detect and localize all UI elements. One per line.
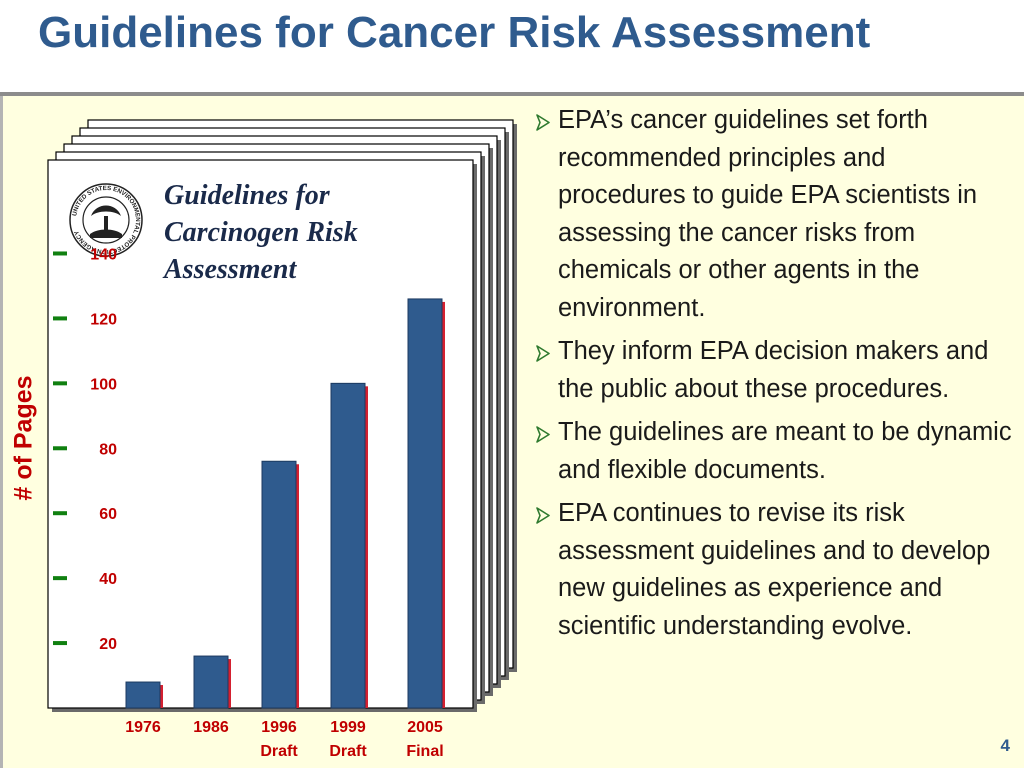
bar-rect (261, 460, 297, 709)
arrow-bullet-icon (536, 114, 550, 131)
bar (407, 298, 445, 709)
y-tick-label: 100 (90, 376, 117, 393)
bullet-item: They inform EPA decision makers and the … (535, 333, 1019, 408)
cover-title: Guidelines for Carcinogen Risk Assessment (162, 180, 358, 285)
cover-title-line: Carcinogen Risk (164, 217, 358, 248)
bullet-text: They inform EPA decision makers and the … (558, 337, 989, 403)
bullet-item: The guidelines are meant to be dynamic a… (535, 414, 1019, 489)
bar-rect (125, 681, 161, 709)
bar (330, 382, 368, 709)
bullet-item: EPA’s cancer guidelines set forth recomm… (535, 102, 1019, 327)
x-tick-label: 2005 (407, 719, 443, 736)
cover-title-line: Assessment (162, 254, 297, 285)
y-tick (53, 381, 67, 386)
y-tick-label: 120 (90, 311, 117, 328)
slide-title: Guidelines for Cancer Risk Assessment (38, 8, 871, 57)
cover-title-line: Guidelines for (164, 180, 331, 211)
y-tick (53, 251, 67, 256)
bullet-item: EPA continues to revise its risk assessm… (535, 495, 1019, 645)
y-tick-label: 20 (99, 636, 117, 653)
x-tick-label: Draft (260, 743, 298, 760)
y-tick (53, 576, 67, 581)
y-tick-label: 40 (99, 571, 117, 588)
y-tick-label: 60 (99, 506, 117, 523)
bar (261, 460, 299, 709)
title-divider (0, 92, 1024, 96)
y-tick (53, 641, 67, 646)
arrow-bullet-icon (536, 507, 550, 524)
y-tick (53, 446, 67, 451)
y-tick (53, 316, 67, 321)
pages-bar-chart: UNITED STATES ENVIRONMENTAL PROTECTION A… (47, 119, 517, 760)
bullet-text: EPA’s cancer guidelines set forth recomm… (558, 106, 978, 322)
x-tick-label: Final (406, 743, 443, 760)
bar (193, 655, 231, 709)
x-tick-label: 1976 (125, 719, 161, 736)
page-number: 4 (1000, 736, 1010, 755)
x-tick-label: 1996 (261, 719, 297, 736)
x-tick-label: 1986 (193, 719, 229, 736)
bar (125, 681, 163, 709)
epa-seal-icon (69, 183, 143, 257)
bar-rect (193, 655, 229, 709)
y-tick-label: 80 (99, 441, 117, 458)
bars (125, 298, 445, 709)
y-axis: 20 40 60 80 100 120 140 (53, 246, 117, 653)
y-tick (53, 511, 67, 516)
bar-rect (330, 382, 366, 709)
bullet-text: EPA continues to revise its risk assessm… (558, 499, 991, 640)
left-border (0, 96, 3, 768)
y-tick-label: 140 (90, 246, 117, 263)
title-bar (0, 0, 1024, 94)
arrow-bullet-icon (536, 426, 550, 443)
bullet-list: EPA’s cancer guidelines set forth recomm… (535, 102, 1019, 651)
x-tick-label: Draft (329, 743, 367, 760)
arrow-bullet-icon (536, 345, 550, 362)
x-tick-label: 1999 (330, 719, 366, 736)
x-axis: 1976 1986 1996 Draft 1999 Draft 2005 Final (125, 719, 443, 760)
bar-rect (407, 298, 443, 709)
bullet-text: The guidelines are meant to be dynamic a… (558, 418, 1012, 484)
